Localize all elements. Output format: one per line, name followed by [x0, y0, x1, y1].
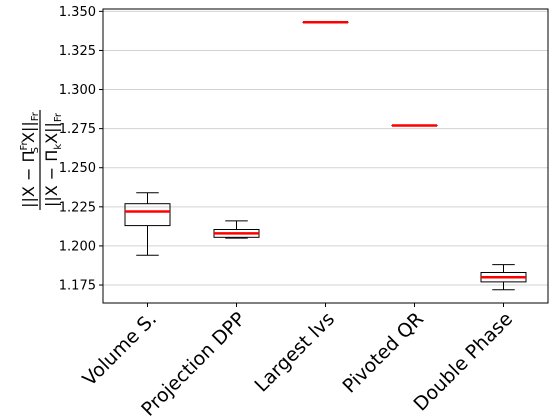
box-iqr: [124, 203, 171, 227]
box-1: [124, 192, 171, 256]
y-tick-label: 1.325: [59, 44, 96, 59]
y-tick-label: 1.350: [59, 5, 96, 20]
x-tick-label: Volume S.: [78, 308, 161, 391]
y-tick-label: 1.275: [59, 122, 96, 137]
box-2: [213, 220, 260, 239]
x-tick-label: Largest lvs: [250, 308, 339, 397]
grid-lines: [103, 10, 548, 286]
y-tick-label: 1.250: [59, 161, 96, 176]
y-label-numerator: ||X − ΠFrSX||Fr: [19, 111, 41, 208]
box-plots: [124, 21, 527, 291]
y-axis-label: ||X − ΠFrSX||Fr ||X − ΠkX||Fr: [19, 110, 64, 210]
y-tick-label: 1.175: [59, 279, 96, 294]
x-axis: Volume S.Projection DPP Largest lvs Pivote…: [78, 303, 517, 416]
y-tick-label: 1.225: [59, 200, 96, 215]
y-tick-label: 1.200: [59, 239, 96, 254]
x-tick-label: Pivoted QR: [339, 308, 429, 398]
y-axis: 1.175 1.200 1.225 1.250 1.275 1.300 1.325 1.350: [59, 5, 103, 294]
box-5: [480, 264, 527, 291]
y-tick-label: 1.300: [59, 83, 96, 98]
plot-area: [102, 8, 549, 304]
y-label-denominator: ||X − ΠkX||Fr: [42, 112, 64, 207]
